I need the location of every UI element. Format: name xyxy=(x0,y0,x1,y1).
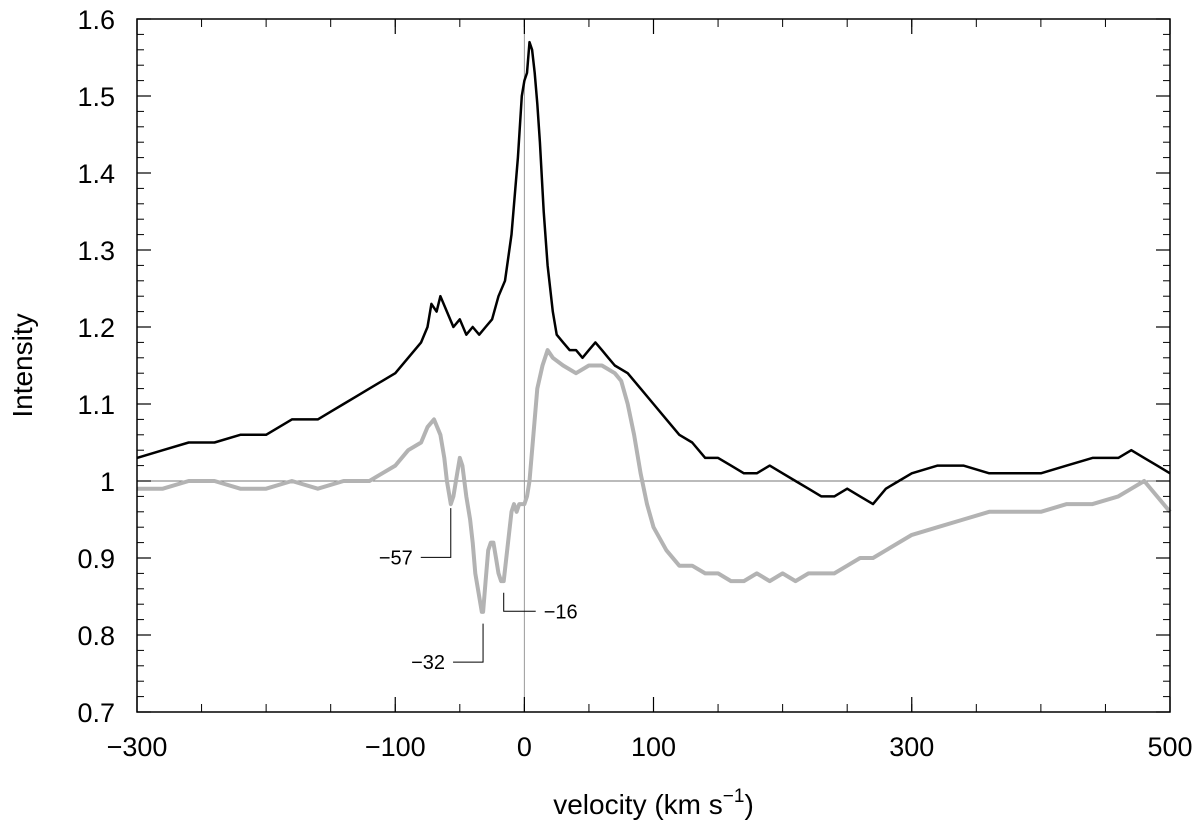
y-tick-label: 1.3 xyxy=(77,236,115,266)
y-tick-label: 1.6 xyxy=(77,5,115,35)
y-tick-label: 0.9 xyxy=(77,544,115,574)
plot-frame xyxy=(136,18,1171,713)
x-tick-label: 500 xyxy=(1147,732,1192,762)
annotations-layer: −57 −32 −16 xyxy=(379,508,578,674)
annotation-label: −16 xyxy=(544,601,578,623)
y-tick-label: 1.4 xyxy=(77,159,115,189)
y-tick-label: 1.5 xyxy=(77,82,115,112)
axes-layer xyxy=(136,18,1171,713)
series-layer xyxy=(136,40,1172,614)
y-axis-label: Intensity xyxy=(7,313,38,417)
annotation-label: −32 xyxy=(411,652,445,674)
y-tick-label: 0.7 xyxy=(77,698,115,728)
y-tick-label: 1.1 xyxy=(77,390,115,420)
annotation-leader xyxy=(453,623,484,663)
x-tick-label: −100 xyxy=(365,732,426,762)
x-axis-label-main: velocity (km s xyxy=(553,789,723,820)
x-axis-label: velocity (km s−1) xyxy=(553,786,754,820)
x-tick-label: −300 xyxy=(107,732,168,762)
y-tick-label: 1 xyxy=(100,467,115,497)
x-tick-label: 0 xyxy=(517,732,532,762)
tick-labels-layer: −300 −100 0 100 300 500 0.7 0.8 0.9 1 1.1 1.2 1.3 1.4… xyxy=(77,5,1192,762)
series-line-2 xyxy=(137,348,1172,614)
x-axis-label-superscript: −1 xyxy=(723,786,745,807)
annotation-leader xyxy=(420,508,452,558)
x-tick-label: 100 xyxy=(631,732,676,762)
reference-lines xyxy=(137,19,1170,712)
y-tick-label: 0.8 xyxy=(77,621,115,651)
x-tick-label: 300 xyxy=(889,732,934,762)
annotation-label: −57 xyxy=(379,547,413,569)
series-line-1 xyxy=(136,40,1171,506)
x-axis-label-close: ) xyxy=(744,789,753,820)
ticks-layer xyxy=(136,18,1171,713)
annotation-leader xyxy=(503,592,536,612)
y-tick-label: 1.2 xyxy=(77,313,115,343)
